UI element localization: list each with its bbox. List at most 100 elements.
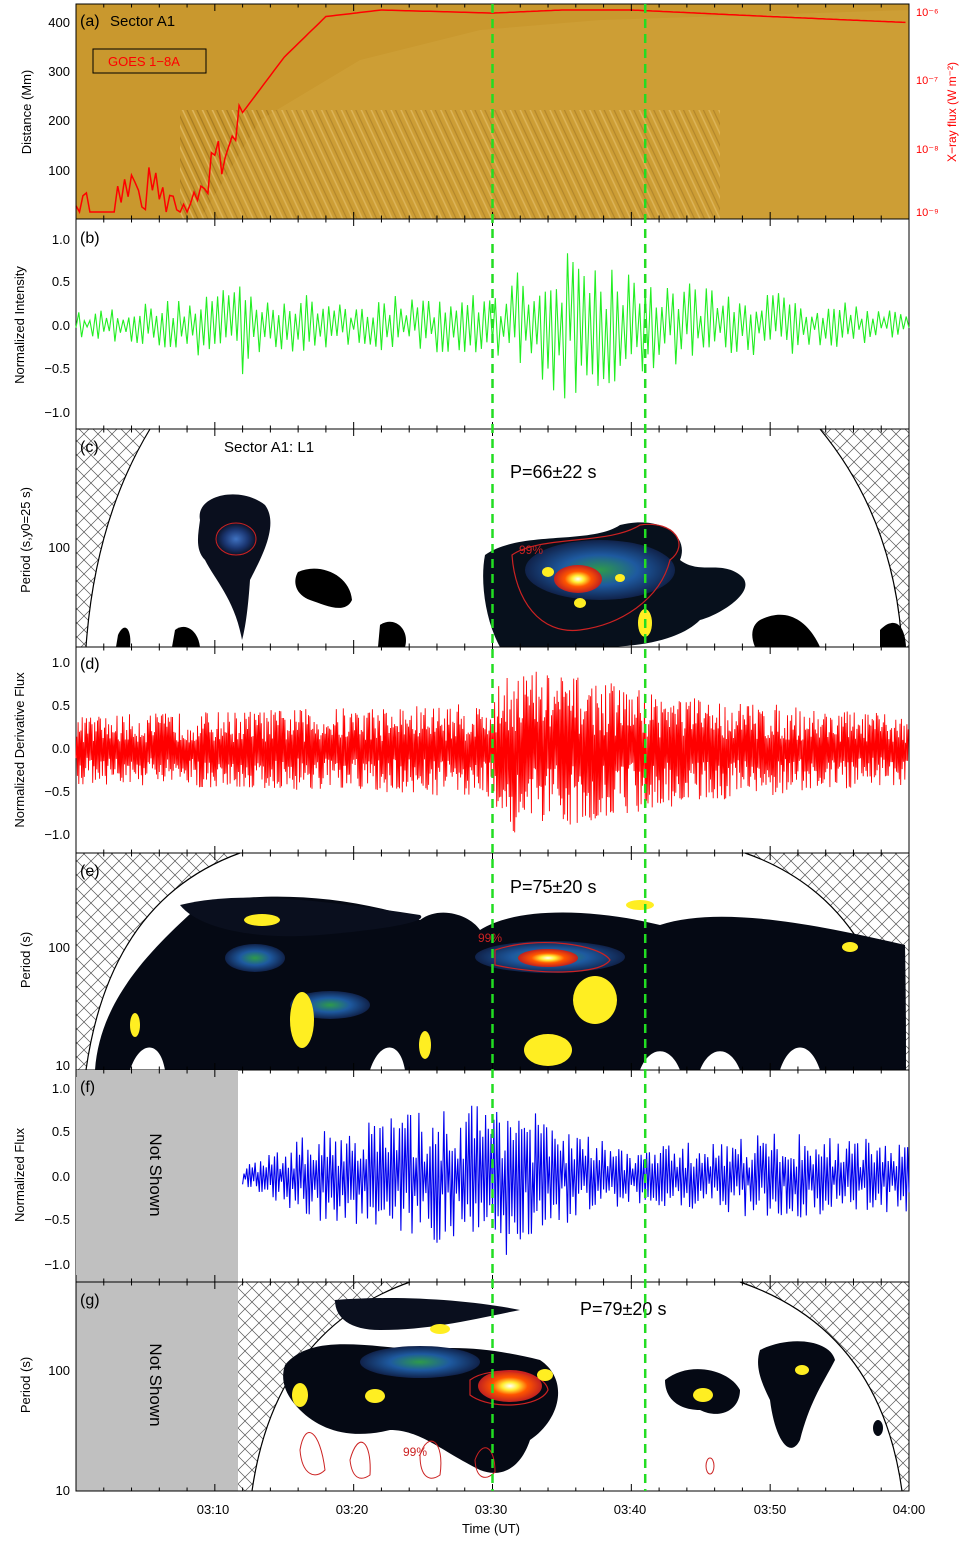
goes-legend-box [92,48,207,74]
panel-e-ylabel: Period (s) [18,932,33,988]
panel-g-mask-text: Not Shown [146,1343,165,1426]
xtick-label-0350: 03:50 [754,1502,787,1517]
panel-c-period-annotation: P=66±22 s [510,462,596,482]
panel-e-blob [842,942,858,952]
panel-d: (d) 1.0 0.5 0.0 −0.5 −1.0 Normalized Der… [12,646,910,854]
panel-c-blob [215,522,257,556]
panel-c-label: (c) [80,439,99,456]
panel-e-blob [573,976,617,1024]
panel-b-ytick-5: −1.0 [44,405,70,420]
panel-e-ytick-100: 100 [48,940,70,955]
panel-b-label: (b) [80,230,100,247]
panel-c: (c) Sector A1: L1 P=66±22 s 99% 100 Peri… [18,428,910,648]
goes-curve [75,9,906,215]
panel-c-blob [542,567,554,577]
panel-a-rtick-3: 10⁻⁸ [916,144,939,156]
panel-e-blob [626,900,654,910]
panel-e-blob [419,1031,431,1059]
panel-d-label: (d) [80,656,100,673]
panel-f: Not Shown (f) 1.0 0.5 0.0 −0.5 −1.0 Norm… [12,1069,910,1283]
panel-c-blob [880,622,906,647]
panel-d-ytick-1: 1.0 [52,655,70,670]
panel-d-ylabel: Normalized Derivative Flux [12,672,27,828]
panel-a-rtick-2: 10⁻⁷ [916,75,938,87]
panel-g-mask [76,1282,238,1491]
panel-e-hot-core [518,949,578,967]
panel-g-period-annotation: P=79±20 s [580,1299,666,1319]
panel-e-label: (e) [80,863,100,880]
panel-g-ylabel: Period (s) [18,1357,33,1413]
panel-f-mask [76,1070,238,1282]
panel-g-label: (g) [80,1292,100,1309]
panel-a-ylabel: Distance (Mm) [19,70,34,155]
panel-a-right-ylabel: X−ray flux (W m⁻²) [945,62,959,162]
panel-b-ytick-4: −0.5 [44,361,70,376]
panel-g-blob [365,1389,385,1403]
xtick-label-0400: 04:00 [893,1502,926,1517]
panel-c-coi-right [820,429,909,647]
panel-c-hot-core [554,565,602,593]
panel-c-coi-left [76,429,150,647]
panel-d-ytick-4: −0.5 [44,784,70,799]
panel-e-blob [524,1034,572,1066]
panel-a-title: Sector A1 [110,13,175,30]
panel-g-ytick-100: 100 [48,1363,70,1378]
panel-g-coi-left [238,1282,410,1491]
panel-f-ytick-2: 0.5 [52,1124,70,1139]
panel-e: (e) P=75±20 s 99% 100 10 Period (s) [18,852,910,1073]
panel-b: (b) 1.0 0.5 0.0 −0.5 −1.0 Normalized Int… [12,218,910,430]
panel-e-contour-label: 99% [478,931,502,945]
panel-b-ytick-2: 0.5 [52,274,70,289]
panel-e-gaps [130,1047,820,1070]
panel-g-blob [873,1420,883,1436]
panel-b-ytick-1: 1.0 [52,232,70,247]
panel-e-blob [290,992,314,1048]
panel-c-ytick-100: 100 [48,540,70,555]
panel-g-blob [360,1346,480,1378]
panel-b-ytick-3: 0.0 [52,318,70,333]
panel-e-coi-left [76,853,240,1070]
panel-g-blob [758,1341,835,1448]
panel-g-blob [795,1365,809,1375]
panel-f-ytick-4: −0.5 [44,1212,70,1227]
panel-e-contour-99 [494,941,611,973]
panel-e-period-annotation: P=75±20 s [510,877,596,897]
panel-f-ytick-3: 0.0 [52,1169,70,1184]
panel-a-label: (a) [80,13,100,30]
panel-e-blob [244,914,280,926]
panel-g-blob [335,1298,520,1330]
panel-a-ytick-100: 100 [48,163,70,178]
panel-e-blob [130,1013,140,1037]
panel-a-rtick-4: 10⁻⁹ [916,207,939,219]
panel-a-ytick-400: 400 [48,15,70,30]
panel-g-ytick-10: 10 [56,1483,70,1498]
panel-c-ylabel: Period (s,y0=25 s) [18,487,33,593]
panel-f-mask-text: Not Shown [146,1133,165,1216]
panel-g-coi-right [740,1282,909,1491]
panel-f-ylabel: Normalized Flux [12,1128,27,1222]
panel-d-ytick-2: 0.5 [52,698,70,713]
panel-g-blob [693,1388,713,1402]
panel-e-blob [180,897,422,937]
panel-c-blob [752,614,820,647]
xtick-label-0320: 03:20 [336,1502,369,1517]
panel-a-ytick-300: 300 [48,64,70,79]
panel-c-blob [574,598,586,608]
panel-c-coi-line [85,428,903,648]
panel-g: Not Shown (g) P=79±20 s 99% 100 10 Perio… [18,1281,910,1498]
panel-g-contour-99 [469,1370,549,1406]
panel-c-blob [615,574,625,582]
panel-g-contour-99-small [705,1457,715,1475]
panel-d-ytick-3: 0.0 [52,741,70,756]
panel-a-ytick-200: 200 [48,113,70,128]
panel-a: GOES 1−8A (a) Sector A1 100 200 300 400 … [19,3,959,220]
panel-c-title: Sector A1: L1 [224,439,314,456]
panel-c-blob [378,621,406,647]
panel-a-streaks [180,110,720,219]
xtick-label-0330: 03:30 [475,1502,508,1517]
panel-c-contour-99 [511,523,680,632]
x-ticks [75,4,910,1491]
panel-d-ytick-5: −1.0 [44,827,70,842]
panel-g-hot-core [478,1370,542,1402]
